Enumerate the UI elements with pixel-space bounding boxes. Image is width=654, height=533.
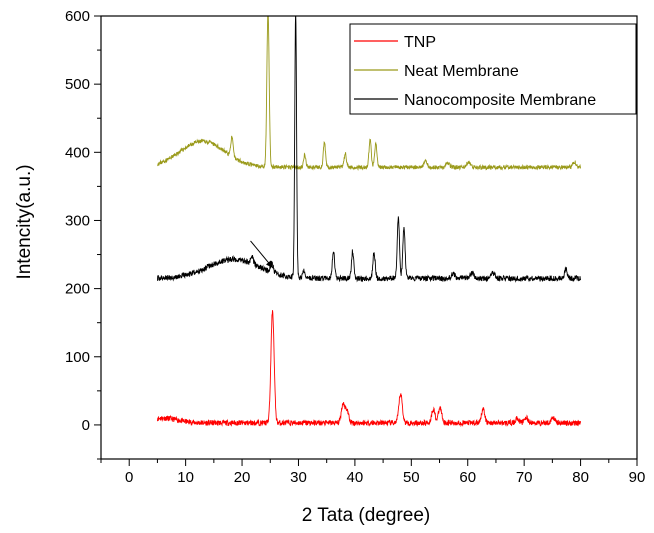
x-tick-label: 10 (177, 469, 194, 486)
legend: TNP Neat Membrane Nanocomposite Membrane (349, 23, 637, 115)
y-tick-label: 200 (65, 281, 90, 298)
plot-frame (100, 15, 638, 460)
legend-label-2: Neat Membrane (404, 63, 519, 80)
y-tick-label: 0 (82, 417, 90, 434)
y-tick-label: 100 (65, 349, 90, 366)
legend-label-1: TNP (404, 34, 436, 51)
series-layer (156, 16, 582, 428)
y-tick-label: 500 (65, 76, 90, 93)
series-line-1 (156, 310, 582, 428)
x-tick-label: 50 (403, 469, 420, 486)
x-tick-label: 40 (347, 469, 364, 486)
x-tick-label: 90 (629, 469, 646, 486)
x-tick-label: 70 (516, 469, 533, 486)
y-tick-label: 300 (65, 212, 90, 229)
x-tick-label: 0 (125, 469, 133, 486)
legend-label-3: Nanocomposite Membrane (404, 92, 596, 109)
annotation-arrowhead-1 (265, 260, 274, 269)
x-tick-label: 30 (290, 469, 307, 486)
axes-layer: 0 10 20 30 40 50 60 70 80 90 0 100 200 300 400 500 600 (65, 8, 645, 486)
x-axis-label: 2 Tata (degree) (302, 505, 431, 526)
y-tick-label: 600 (65, 8, 90, 25)
x-tick-label: 20 (234, 469, 251, 486)
y-tick-label: 400 (65, 144, 90, 161)
series-line-3 (156, 16, 582, 283)
x-tick-label: 60 (459, 469, 476, 486)
annotation-layer (250, 240, 274, 269)
series-line-2 (157, 16, 582, 171)
y-axis-label: Intencity(a.u.) (14, 164, 35, 279)
x-tick-label: 80 (572, 469, 589, 486)
